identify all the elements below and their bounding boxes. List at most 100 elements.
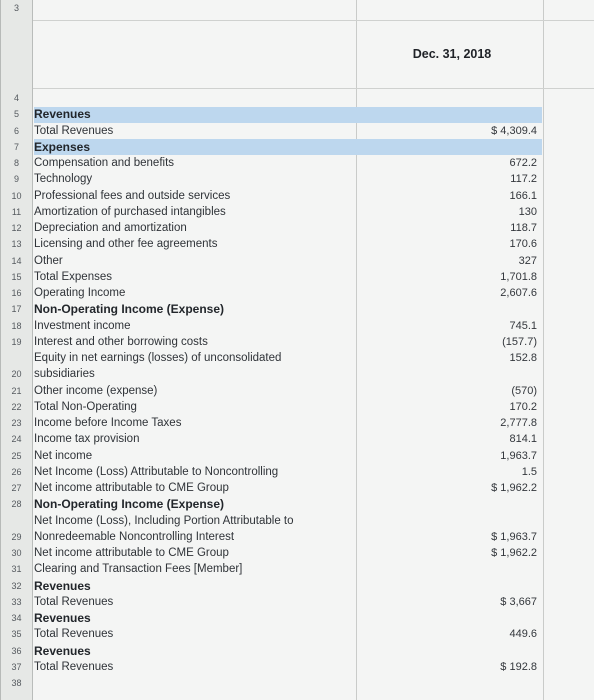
row-label-cell[interactable]: Professional fees and outside services: [34, 190, 231, 202]
row-number[interactable]: 32: [11, 581, 22, 591]
row-label-cell[interactable]: Licensing and other fee agreements: [34, 238, 218, 250]
row-number[interactable]: 21: [11, 386, 22, 396]
table-row[interactable]: 17 Non-Operating Income (Expense): [1, 301, 594, 317]
table-row[interactable]: 27 Net income attributable to CME Group $ …: [1, 480, 594, 496]
row-label-cell[interactable]: Other: [34, 255, 63, 267]
table-row[interactable]: 26 Net Income (Loss) Attributable to Nonc…: [1, 464, 594, 480]
row-label-cell[interactable]: Total Revenues: [34, 661, 114, 673]
row-value-cell[interactable]: 117.2: [510, 173, 537, 185]
row-number[interactable]: 8: [13, 158, 19, 168]
row-number[interactable]: 15: [11, 272, 22, 282]
row-value-cell[interactable]: $ 1,962.2: [491, 547, 537, 559]
row-label-cell[interactable]: Depreciation and amortization: [34, 222, 187, 234]
row-number[interactable]: 13: [11, 239, 22, 249]
row-number[interactable]: 28: [11, 499, 22, 509]
row-value-cell[interactable]: 1,963.7: [500, 450, 537, 462]
table-row[interactable]: 18 Investment income 745.1: [1, 318, 594, 334]
row-number[interactable]: 11: [11, 207, 22, 217]
row-number[interactable]: 5: [13, 109, 19, 119]
row-number[interactable]: 10: [11, 191, 22, 201]
row-number[interactable]: 30: [11, 548, 22, 558]
row-number[interactable]: 31: [11, 564, 22, 574]
row-label-cell[interactable]: Non-Operating Income (Expense): [34, 302, 225, 316]
table-row[interactable]: 33 Total Revenues $ 3,667: [1, 594, 594, 610]
row-number[interactable]: 9: [13, 174, 19, 184]
table-row[interactable]: 24 Income tax provision 814.1: [1, 431, 594, 447]
row-number[interactable]: 27: [11, 483, 22, 493]
row-value-cell[interactable]: 449.6: [509, 628, 537, 640]
row-number[interactable]: 16: [11, 288, 22, 298]
table-row[interactable]: 10 Professional fees and outside services…: [1, 188, 594, 204]
table-row[interactable]: 8 Compensation and benefits 672.2: [1, 155, 594, 171]
table-row[interactable]: 36 Revenues: [1, 643, 594, 659]
row-label-cell[interactable]: Other income (expense): [34, 385, 158, 397]
row-number[interactable]: 36: [11, 646, 22, 656]
row-label-cell[interactable]: Amortization of purchased intangibles: [34, 206, 226, 218]
table-row[interactable]: 23 Income before Income Taxes 2,777.8: [1, 415, 594, 431]
row-label-cell[interactable]: subsidiaries: [34, 368, 95, 380]
row-number[interactable]: 25: [11, 451, 22, 461]
row-value-cell[interactable]: 2,607.6: [500, 287, 537, 299]
table-row[interactable]: 11 Amortization of purchased intangibles 1…: [1, 204, 594, 220]
row-number[interactable]: 29: [11, 532, 22, 542]
table-row[interactable]: 4: [1, 90, 594, 106]
table-row[interactable]: Net Income (Loss), Including Portion Att…: [1, 513, 594, 529]
row-label-cell[interactable]: Expenses: [34, 140, 91, 154]
row-label-cell[interactable]: Technology: [34, 173, 93, 185]
table-row[interactable]: 19 Interest and other borrowing costs (157…: [1, 334, 594, 350]
table-row[interactable]: 30 Net income attributable to CME Group $ …: [1, 545, 594, 561]
row-value-cell[interactable]: (570): [511, 385, 537, 397]
row-label-cell[interactable]: Total Expenses: [34, 271, 112, 283]
table-row[interactable]: Equity in net earnings (losses) of uncon…: [1, 350, 594, 366]
row-number[interactable]: 3: [13, 3, 19, 13]
row-label-cell[interactable]: Net Income (Loss), Including Portion Att…: [34, 515, 294, 527]
row-number[interactable]: 4: [13, 93, 19, 103]
row-number[interactable]: 6: [13, 126, 19, 136]
table-row[interactable]: 13 Licensing and other fee agreements 170.…: [1, 236, 594, 252]
row-number[interactable]: 19: [11, 337, 22, 347]
table-row[interactable]: 25 Net income 1,963.7: [1, 448, 594, 464]
row-number[interactable]: 18: [11, 321, 22, 331]
row-3[interactable]: 3: [1, 0, 594, 20]
row-value-cell[interactable]: $ 192.8: [500, 661, 537, 673]
column-header-date[interactable]: Dec. 31, 2018: [412, 47, 492, 61]
row-number[interactable]: 20: [11, 369, 22, 379]
row-value-cell[interactable]: 2,777.8: [500, 417, 537, 429]
row-label-cell[interactable]: Total Revenues: [34, 596, 114, 608]
row-value-cell[interactable]: (157.7): [502, 336, 537, 348]
table-row[interactable]: 9 Technology 117.2: [1, 171, 594, 187]
table-row[interactable]: 22 Total Non-Operating 170.2: [1, 399, 594, 415]
row-number[interactable]: 33: [11, 597, 22, 607]
table-row[interactable]: 29 Nonredeemable Noncontrolling Interest $…: [1, 529, 594, 545]
table-row[interactable]: 14 Other 327: [1, 253, 594, 269]
row-label-cell[interactable]: Non-Operating Income (Expense): [34, 497, 225, 511]
row-label-cell[interactable]: Income tax provision: [34, 433, 140, 445]
table-row[interactable]: 5 Revenues: [1, 106, 594, 122]
table-row[interactable]: 34 Revenues: [1, 610, 594, 626]
table-row[interactable]: 38: [1, 675, 594, 691]
row-value-cell[interactable]: $ 1,963.7: [491, 531, 537, 543]
row-value-cell[interactable]: 672.2: [509, 157, 537, 169]
table-row[interactable]: 32 Revenues: [1, 578, 594, 594]
row-value-cell[interactable]: 170.6: [509, 238, 537, 250]
row-number[interactable]: 35: [11, 629, 22, 639]
row-label-cell[interactable]: Total Revenues: [34, 628, 114, 640]
row-label-cell[interactable]: Net income attributable to CME Group: [34, 482, 229, 494]
row-number[interactable]: 23: [11, 418, 22, 428]
row-label-cell[interactable]: Income before Income Taxes: [34, 417, 182, 429]
table-row[interactable]: 6 Total Revenues $ 4,309.4: [1, 123, 594, 139]
row-number[interactable]: 26: [11, 467, 22, 477]
row-number[interactable]: 34: [11, 613, 22, 623]
row-value-cell[interactable]: $ 1,962.2: [491, 482, 537, 494]
table-row[interactable]: 20 subsidiaries: [1, 366, 594, 382]
row-label-cell[interactable]: Revenues: [34, 107, 91, 121]
row-value-cell[interactable]: 118.7: [510, 222, 537, 234]
row-label-cell[interactable]: Nonredeemable Noncontrolling Interest: [34, 531, 235, 543]
row-label-cell[interactable]: Total Revenues: [34, 125, 114, 137]
row-value-cell[interactable]: 166.1: [509, 190, 537, 202]
row-value-cell[interactable]: $ 3,667: [500, 596, 537, 608]
row-label-cell[interactable]: Revenues: [34, 611, 91, 625]
row-value-cell[interactable]: 745.1: [509, 320, 537, 332]
row-label-cell[interactable]: Revenues: [34, 644, 91, 658]
row-value-cell[interactable]: 1,701.8: [500, 271, 537, 283]
